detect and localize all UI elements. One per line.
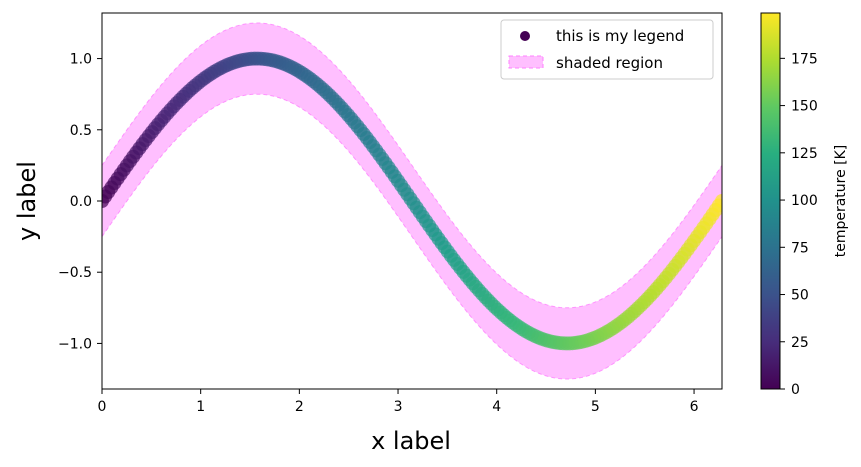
scatter-point <box>715 194 722 208</box>
x-tick-label: 6 <box>690 399 699 415</box>
legend-marker-icon <box>520 31 530 41</box>
colorbar-tick-label: 175 <box>791 51 818 67</box>
x-tick-label: 1 <box>196 399 205 415</box>
colorbar-tick-label: 125 <box>791 146 818 162</box>
y-axis-label: y label <box>13 161 41 241</box>
legend-label-shaded: shaded region <box>556 54 663 72</box>
colorbar-tick-label: 100 <box>791 193 818 209</box>
legend-box <box>500 19 714 80</box>
x-tick-label: 5 <box>591 399 600 415</box>
x-axis-ticks: 0 1 2 3 4 5 6 <box>98 389 699 415</box>
legend: this is my legend shaded region <box>500 19 714 80</box>
colorbar-ticks: 0 25 50 75 100 125 150 175 <box>780 51 818 398</box>
colorbar <box>760 12 781 390</box>
colorbar-tick-label: 25 <box>791 335 809 351</box>
legend-label-series: this is my legend <box>556 27 684 45</box>
x-tick-label: 2 <box>295 399 304 415</box>
x-tick-label: 3 <box>394 399 403 415</box>
colorbar-tick-label: 150 <box>791 99 818 115</box>
y-tick-label: −1.0 <box>58 336 92 352</box>
colorbar-label: temperature [K] <box>833 145 849 258</box>
y-axis-ticks: −1.0 −0.5 0.0 0.5 1.0 <box>58 52 102 352</box>
x-tick-label: 4 <box>492 399 501 415</box>
x-tick-label: 0 <box>98 399 107 415</box>
colorbar-tick-label: 50 <box>791 288 809 304</box>
legend-patch-icon <box>508 55 544 69</box>
scatter-points <box>102 51 722 351</box>
y-tick-label: −0.5 <box>58 265 92 281</box>
y-tick-label: 0.5 <box>70 123 92 139</box>
x-axis-label: x label <box>371 427 451 455</box>
y-tick-label: 1.0 <box>70 52 92 68</box>
shaded-region-upper-edge <box>102 22 722 309</box>
shaded-region-lower-edge <box>102 93 722 380</box>
colorbar-tick-label: 0 <box>791 382 800 398</box>
y-tick-label: 0.0 <box>70 194 92 210</box>
colorbar-tick-label: 75 <box>791 240 809 256</box>
